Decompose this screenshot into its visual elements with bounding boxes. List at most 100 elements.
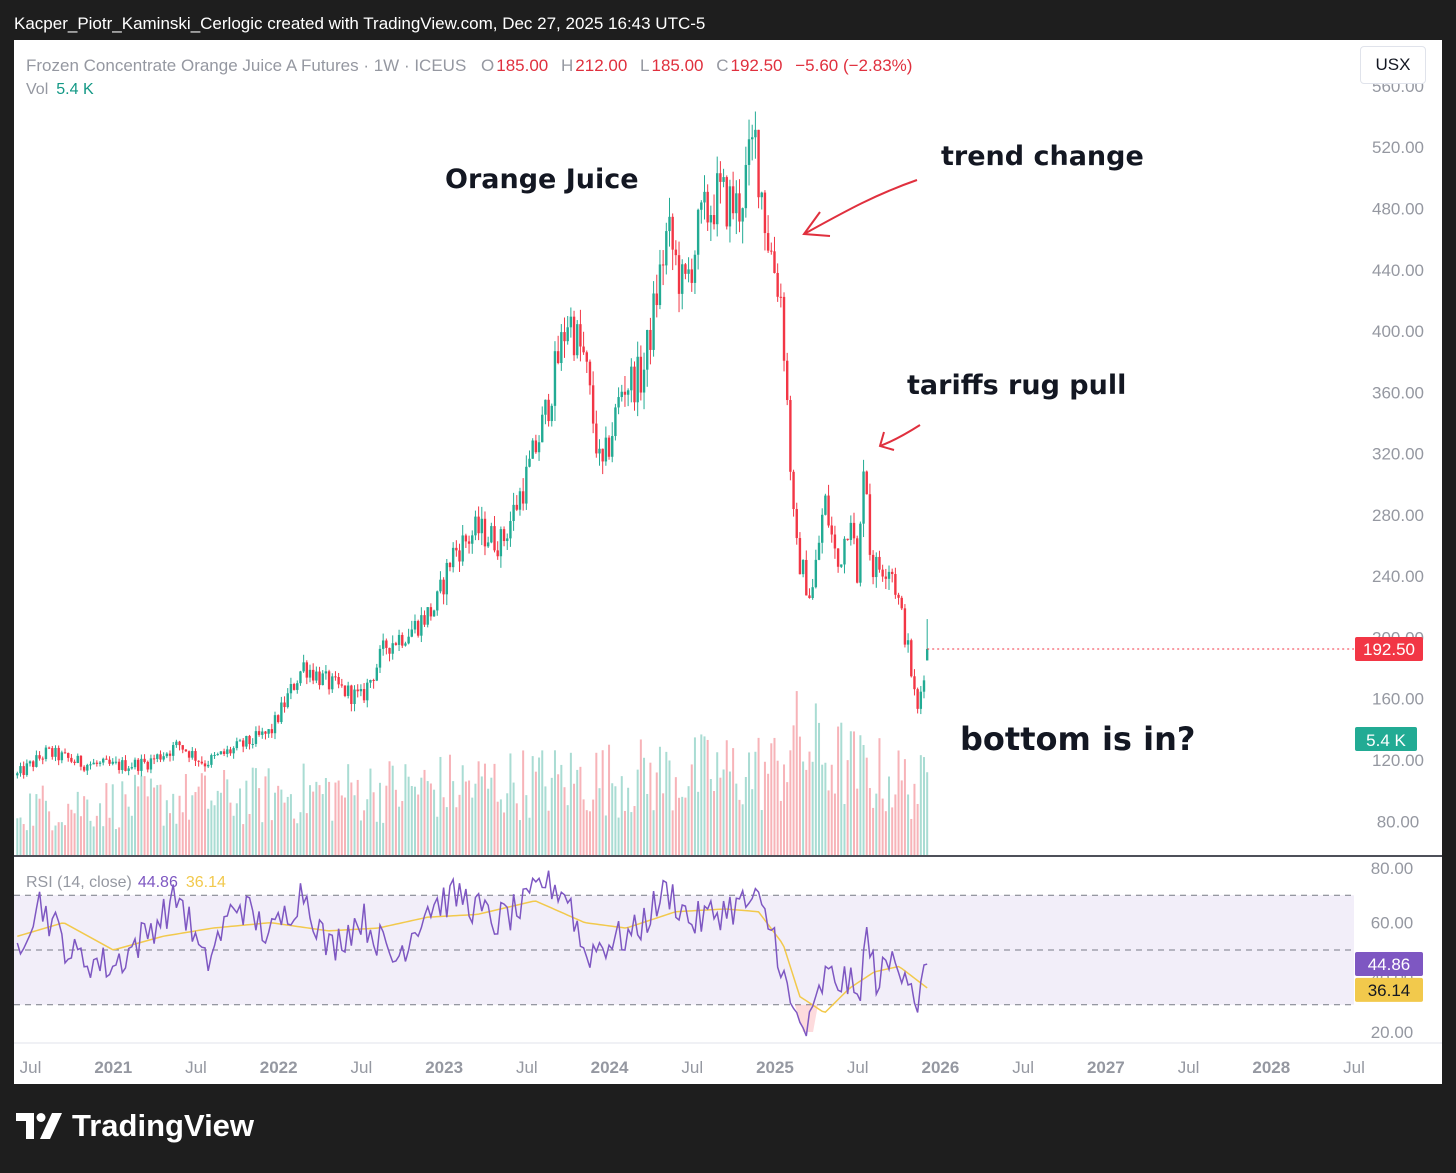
candle-body [824, 495, 827, 515]
chart-canvas[interactable]: 80.00120.00160.00200.00240.00280.00320.0… [14, 40, 1442, 1084]
volume-bar [515, 803, 518, 855]
volume-bar [375, 821, 378, 855]
volume-bar [824, 762, 827, 855]
volume-bar [99, 803, 102, 855]
candle-body [868, 494, 872, 555]
candle-body [146, 761, 149, 770]
candle-body [210, 755, 213, 765]
time-tick-label: 2024 [591, 1058, 629, 1077]
candle-body [461, 535, 464, 562]
candle-body [528, 458, 531, 467]
candle-body [378, 648, 382, 668]
volume-bar [779, 800, 782, 855]
candle-body [41, 758, 44, 760]
volume-bar [652, 810, 655, 855]
symbol-legend: Frozen Concentrate Orange Juice A Future… [26, 56, 920, 76]
candle-body [560, 332, 563, 364]
annotation-bottom[interactable]: bottom is in? [960, 720, 1196, 758]
candle-body [827, 495, 830, 526]
volume-bar [118, 827, 121, 855]
time-tick-label: Jul [681, 1058, 703, 1077]
candle-body [356, 689, 359, 692]
volume-bar [356, 779, 359, 855]
candle-body [251, 743, 254, 745]
volume-bar [557, 774, 560, 855]
candle-body [254, 731, 258, 744]
candle-body [35, 755, 38, 767]
candle-body [836, 548, 840, 567]
rsi-label[interactable]: RSI (14, close) [26, 874, 132, 891]
candle-body [98, 762, 102, 764]
candle-body [490, 526, 493, 543]
volume-bar [891, 807, 894, 855]
volume-bar [639, 739, 642, 855]
candle-body [728, 186, 732, 227]
candle-body [760, 192, 763, 198]
volume-bar [207, 808, 210, 855]
candle-body [626, 390, 630, 395]
volume-bar [671, 810, 674, 855]
annotation-trend-change[interactable]: trend change [941, 141, 1144, 172]
volume-bar [528, 817, 531, 855]
trend-arrow[interactable] [803, 179, 918, 235]
candle-body [311, 669, 315, 681]
candle-body [216, 754, 219, 756]
candle-body [95, 762, 99, 764]
volume-bar [175, 823, 178, 855]
volume-bar [452, 781, 455, 855]
volume-bar [913, 783, 916, 855]
time-tick-label: 2022 [260, 1058, 298, 1077]
volume-bar [878, 738, 881, 855]
volume-bar [833, 793, 836, 855]
chart-panel[interactable]: 80.00120.00160.00200.00240.00280.00320.0… [14, 40, 1442, 1084]
candle-body [820, 514, 824, 543]
tradingview-logo[interactable]: TradingView [16, 1108, 254, 1144]
currency-button[interactable]: USX [1360, 46, 1426, 84]
volume-bar [35, 794, 38, 855]
volume-bar [802, 761, 805, 855]
candle-body [16, 773, 19, 776]
attribution-text: Kacper_Piotr_Kaminski_Cerlogic created w… [14, 14, 706, 33]
candle-body [795, 509, 798, 539]
volume-bar [776, 760, 779, 855]
volume-bar [805, 769, 808, 855]
volume-bar [286, 796, 289, 855]
tradingview-logo-icon [16, 1113, 62, 1139]
candle-body [114, 761, 118, 763]
candle-body [327, 671, 331, 690]
volume-bar [763, 761, 766, 855]
candle-body [369, 679, 372, 683]
volume-bar [232, 815, 235, 855]
volume-bar [493, 763, 496, 855]
volume-bar [429, 783, 432, 855]
candle-body [506, 538, 509, 542]
rsi-badge: 44.86 [1368, 955, 1411, 974]
volume-bar [184, 774, 187, 855]
volume-bar [439, 756, 442, 855]
tariffs-arrow[interactable] [879, 424, 921, 447]
candle-body [782, 296, 786, 361]
candle-body [191, 751, 194, 758]
annotation-tariffs[interactable]: tariffs rug pull [907, 370, 1127, 401]
volume-bar [102, 826, 105, 855]
open-value: 185.00 [496, 56, 549, 75]
candle-body [531, 440, 534, 459]
volume-bar [843, 804, 846, 855]
candle-body [19, 766, 22, 774]
volume-bar [315, 781, 318, 855]
candle-body [512, 504, 515, 521]
price-tick-label: 280.00 [1372, 506, 1424, 525]
annotation-title[interactable]: Orange Juice [445, 164, 639, 195]
candle-body [117, 761, 121, 771]
volume-bar [563, 787, 566, 855]
candle-body [318, 671, 321, 686]
volume-bar [331, 820, 334, 855]
candle-body [817, 542, 821, 560]
candle-body [547, 399, 550, 422]
candle-body [241, 740, 245, 747]
symbol-title[interactable]: Frozen Concentrate Orange Juice A Future… [26, 56, 467, 75]
volume-bar [305, 813, 308, 855]
volume-bar [636, 769, 639, 855]
candle-body [171, 745, 175, 756]
price-tick-label: 320.00 [1372, 445, 1424, 464]
